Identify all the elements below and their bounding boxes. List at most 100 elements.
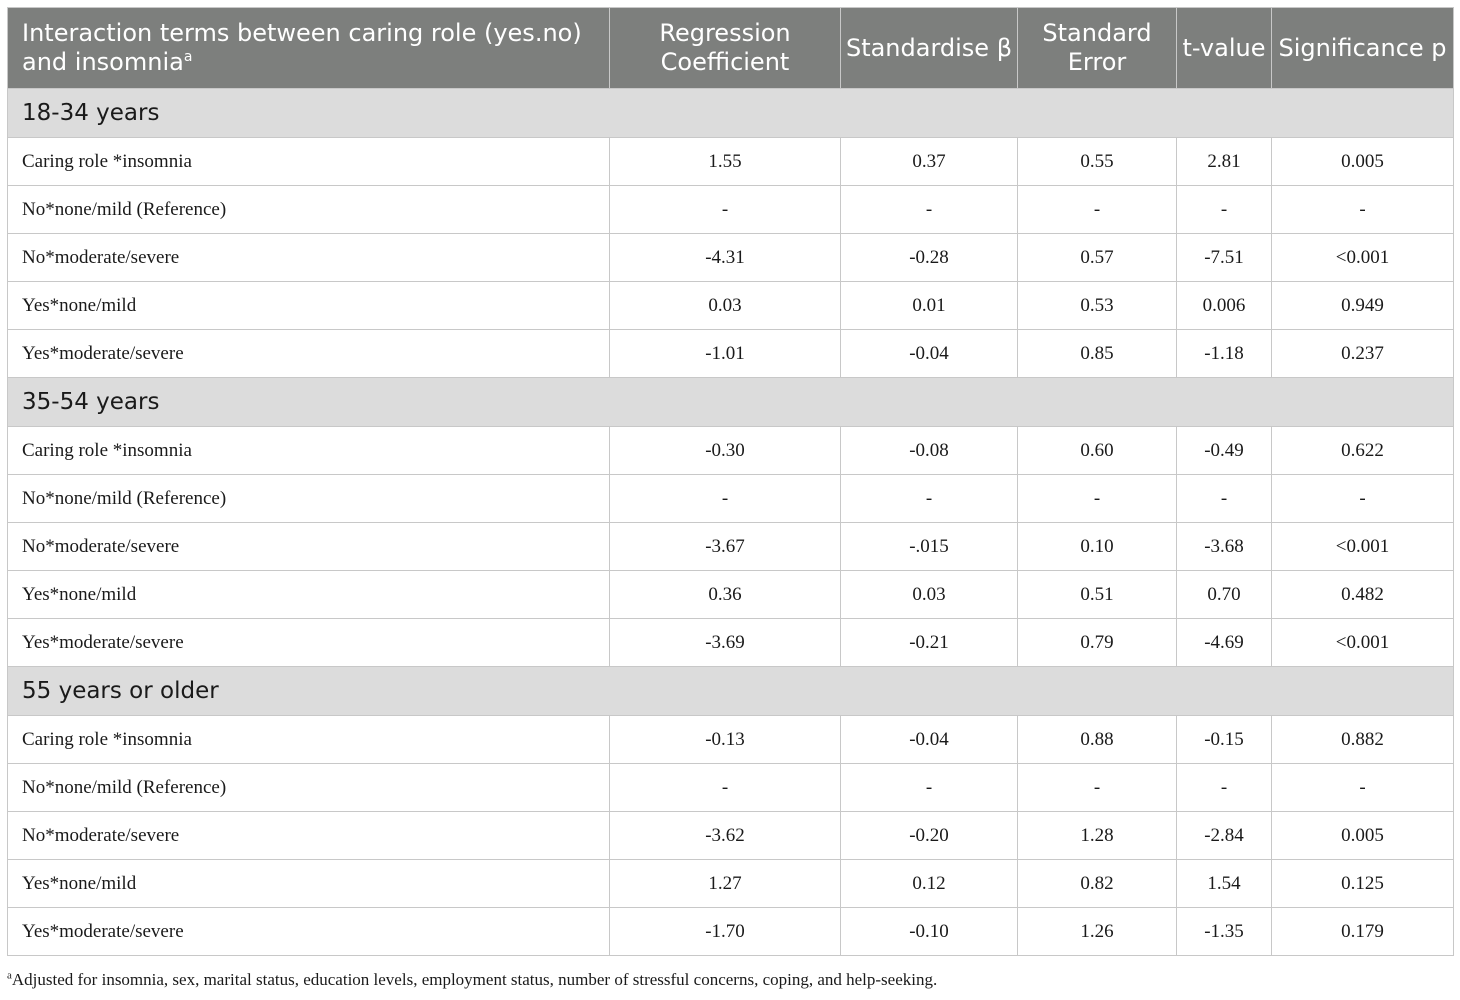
interaction-term-cell: Caring role *insomnia bbox=[7, 137, 610, 186]
t-value-cell: -7.51 bbox=[1176, 233, 1272, 282]
regression-coefficient-cell: -0.30 bbox=[609, 426, 841, 475]
standard-error-cell: 0.55 bbox=[1017, 137, 1177, 186]
significance-cell: 0.005 bbox=[1271, 137, 1454, 186]
table-row: Caring role *insomnia 1.55 0.37 0.55 2.81 0.0… bbox=[7, 137, 1454, 186]
interaction-term-cell: Yes*moderate/severe bbox=[7, 329, 610, 378]
regression-coefficient-cell: 0.03 bbox=[609, 281, 841, 330]
t-value-cell: -4.69 bbox=[1176, 618, 1272, 667]
regression-coefficient-cell: 1.27 bbox=[609, 859, 841, 908]
interaction-term-cell: Caring role *insomnia bbox=[7, 715, 610, 764]
table-row: Yes*moderate/severe -1.01 -0.04 0.85 -1.18 0.… bbox=[7, 329, 1454, 378]
standard-error-cell: 0.85 bbox=[1017, 329, 1177, 378]
standard-error-cell: 0.51 bbox=[1017, 570, 1177, 619]
table-row: No*moderate/severe -3.67 -.015 0.10 -3.68 <0.… bbox=[7, 522, 1454, 571]
significance-cell: - bbox=[1271, 763, 1454, 812]
standard-error-cell: 0.88 bbox=[1017, 715, 1177, 764]
interaction-term-cell: No*moderate/severe bbox=[7, 522, 610, 571]
standardise-beta-cell: - bbox=[840, 185, 1018, 234]
table-row: Caring role *insomnia -0.13 -0.04 0.88 -0.15… bbox=[7, 715, 1454, 764]
table-row: No*none/mild (Reference) - - - - - bbox=[7, 763, 1454, 812]
table-row: No*moderate/severe -3.62 -0.20 1.28 -2.84 0.0… bbox=[7, 811, 1454, 860]
standardise-beta-cell: - bbox=[840, 474, 1018, 523]
significance-cell: 0.005 bbox=[1271, 811, 1454, 860]
interaction-term-cell: No*moderate/severe bbox=[7, 811, 610, 860]
standard-error-cell: 0.57 bbox=[1017, 233, 1177, 282]
standard-error-cell: - bbox=[1017, 474, 1177, 523]
table-row: Yes*moderate/severe -3.69 -0.21 0.79 -4.69 <0… bbox=[7, 618, 1454, 667]
interaction-term-cell: No*none/mild (Reference) bbox=[7, 474, 610, 523]
header-standardise-beta: Standardise β bbox=[840, 7, 1018, 89]
t-value-cell: 0.70 bbox=[1176, 570, 1272, 619]
header-significance-p: Significance p bbox=[1271, 7, 1454, 89]
standard-error-cell: - bbox=[1017, 185, 1177, 234]
age-group-title: 55 years or older bbox=[7, 666, 1454, 716]
interaction-term-cell: No*none/mild (Reference) bbox=[7, 185, 610, 234]
regression-coefficient-cell: -0.13 bbox=[609, 715, 841, 764]
significance-cell: - bbox=[1271, 474, 1454, 523]
table-row: Caring role *insomnia -0.30 -0.08 0.60 -0.49… bbox=[7, 426, 1454, 475]
significance-cell: 0.179 bbox=[1271, 907, 1454, 956]
significance-cell: 0.949 bbox=[1271, 281, 1454, 330]
header-standard-error: Standard Error bbox=[1017, 7, 1177, 89]
standardise-beta-cell: - bbox=[840, 763, 1018, 812]
interaction-term-cell: Yes*none/mild bbox=[7, 281, 610, 330]
table-row: Yes*none/mild 0.36 0.03 0.51 0.70 0.482 bbox=[7, 570, 1454, 619]
regression-coefficient-cell: -1.70 bbox=[609, 907, 841, 956]
header-row: Interaction terms between caring role (y… bbox=[7, 7, 1454, 89]
standardise-beta-cell: -0.04 bbox=[840, 329, 1018, 378]
header-t-value: t-value bbox=[1176, 7, 1272, 89]
standardise-beta-cell: -.015 bbox=[840, 522, 1018, 571]
standardise-beta-cell: -0.20 bbox=[840, 811, 1018, 860]
interaction-term-cell: Yes*moderate/severe bbox=[7, 907, 610, 956]
standardise-beta-cell: 0.01 bbox=[840, 281, 1018, 330]
header-interaction-terms: Interaction terms between caring role (y… bbox=[7, 7, 610, 89]
standardise-beta-cell: 0.12 bbox=[840, 859, 1018, 908]
age-group-title: 35-54 years bbox=[7, 377, 1454, 427]
regression-coefficient-cell: -4.31 bbox=[609, 233, 841, 282]
t-value-cell: -3.68 bbox=[1176, 522, 1272, 571]
significance-cell: - bbox=[1271, 185, 1454, 234]
significance-cell: 0.622 bbox=[1271, 426, 1454, 475]
t-value-cell: -1.35 bbox=[1176, 907, 1272, 956]
t-value-cell: - bbox=[1176, 474, 1272, 523]
t-value-cell: 0.006 bbox=[1176, 281, 1272, 330]
regression-coefficient-cell: -3.69 bbox=[609, 618, 841, 667]
standard-error-cell: - bbox=[1017, 763, 1177, 812]
interaction-term-cell: Yes*none/mild bbox=[7, 570, 610, 619]
regression-coefficient-cell: - bbox=[609, 763, 841, 812]
results-table: Interaction terms between caring role (y… bbox=[7, 7, 1454, 956]
footnote-marker: a bbox=[7, 969, 12, 982]
significance-cell: <0.001 bbox=[1271, 233, 1454, 282]
table-row: No*moderate/severe -4.31 -0.28 0.57 -7.51 <0.… bbox=[7, 233, 1454, 282]
t-value-cell: -0.49 bbox=[1176, 426, 1272, 475]
regression-coefficient-cell: -3.62 bbox=[609, 811, 841, 860]
significance-cell: 0.125 bbox=[1271, 859, 1454, 908]
t-value-cell: -2.84 bbox=[1176, 811, 1272, 860]
standardise-beta-cell: -0.28 bbox=[840, 233, 1018, 282]
table-row: Yes*none/mild 1.27 0.12 0.82 1.54 0.125 bbox=[7, 859, 1454, 908]
interaction-term-cell: Caring role *insomnia bbox=[7, 426, 610, 475]
table-row: No*none/mild (Reference) - - - - - bbox=[7, 474, 1454, 523]
header-interaction-terms-text: Interaction terms between caring role (y… bbox=[22, 19, 582, 76]
t-value-cell: -1.18 bbox=[1176, 329, 1272, 378]
interaction-term-cell: No*none/mild (Reference) bbox=[7, 763, 610, 812]
significance-cell: <0.001 bbox=[1271, 522, 1454, 571]
standard-error-cell: 1.26 bbox=[1017, 907, 1177, 956]
interaction-term-cell: Yes*moderate/severe bbox=[7, 618, 610, 667]
table-header: Interaction terms between caring role (y… bbox=[7, 7, 1454, 89]
table-row: Yes*none/mild 0.03 0.01 0.53 0.006 0.949 bbox=[7, 281, 1454, 330]
standardise-beta-cell: -0.21 bbox=[840, 618, 1018, 667]
age-group-row: 35-54 years bbox=[7, 377, 1454, 427]
regression-coefficient-cell: 1.55 bbox=[609, 137, 841, 186]
standardise-beta-cell: -0.04 bbox=[840, 715, 1018, 764]
header-footnote-marker: a bbox=[183, 49, 193, 65]
t-value-cell: 1.54 bbox=[1176, 859, 1272, 908]
regression-coefficient-cell: - bbox=[609, 474, 841, 523]
standard-error-cell: 0.53 bbox=[1017, 281, 1177, 330]
table-footnote: aAdjusted for insomnia, sex, marital sta… bbox=[7, 970, 937, 990]
t-value-cell: - bbox=[1176, 185, 1272, 234]
table-row: No*none/mild (Reference) - - - - - bbox=[7, 185, 1454, 234]
significance-cell: <0.001 bbox=[1271, 618, 1454, 667]
t-value-cell: -0.15 bbox=[1176, 715, 1272, 764]
age-group-row: 18-34 years bbox=[7, 88, 1454, 138]
